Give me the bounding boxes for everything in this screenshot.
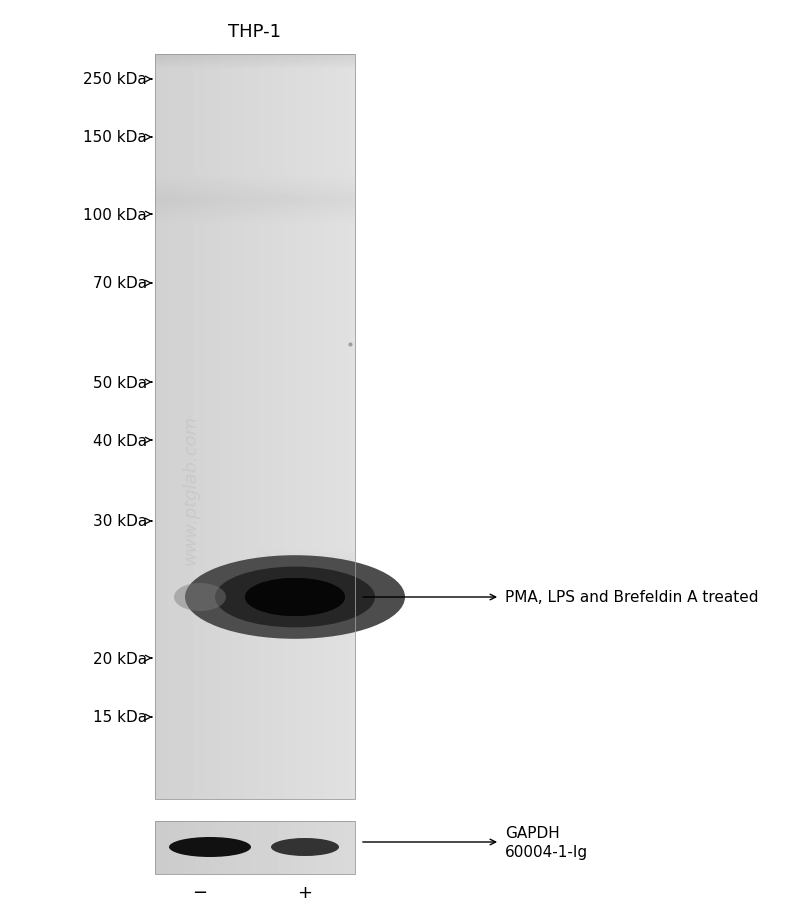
Ellipse shape (271, 838, 339, 856)
Text: 50 kDa: 50 kDa (93, 375, 147, 390)
Ellipse shape (215, 567, 375, 628)
Text: THP-1: THP-1 (228, 23, 282, 41)
Text: 40 kDa: 40 kDa (93, 433, 147, 448)
Ellipse shape (185, 556, 405, 640)
Ellipse shape (169, 837, 251, 857)
Text: 20 kDa: 20 kDa (93, 650, 147, 666)
Ellipse shape (245, 578, 345, 616)
Text: +: + (297, 883, 313, 901)
Text: PMA, LPS and Brefeldin A treated: PMA, LPS and Brefeldin A treated (505, 590, 758, 605)
Text: GAPDH
60004-1-Ig: GAPDH 60004-1-Ig (505, 824, 588, 860)
Text: −: − (193, 883, 207, 901)
Text: 15 kDa: 15 kDa (93, 710, 147, 724)
Bar (155, 55, 355, 799)
Text: 250 kDa: 250 kDa (83, 72, 147, 87)
Text: www.ptglab.com: www.ptglab.com (181, 415, 199, 565)
Bar (155, 821, 355, 874)
Text: 30 kDa: 30 kDa (93, 514, 147, 529)
Ellipse shape (174, 584, 226, 612)
Text: 100 kDa: 100 kDa (83, 207, 147, 222)
Text: 70 kDa: 70 kDa (93, 276, 147, 291)
Text: 150 kDa: 150 kDa (83, 131, 147, 145)
Ellipse shape (245, 578, 345, 616)
